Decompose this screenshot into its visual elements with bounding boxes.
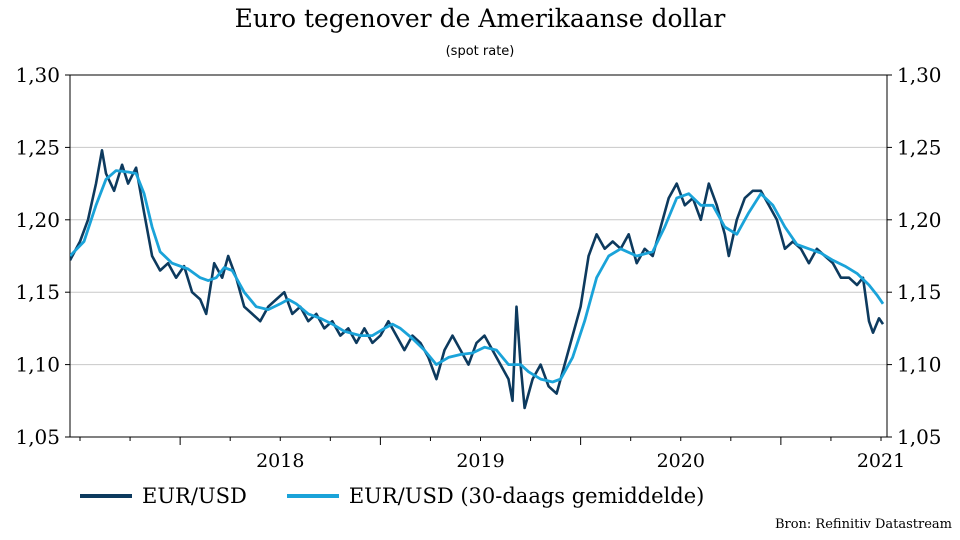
y-tick-label-left: 1,15 [15, 280, 60, 304]
legend-item-eurusd: EUR/USD [80, 484, 247, 508]
legend-item-eurusd-average: EUR/USD (30-daags gemiddelde) [286, 484, 705, 508]
y-tick-label-right: 1,25 [897, 135, 942, 159]
legend-label-eurusd-average: EUR/USD (30-daags gemiddelde) [348, 484, 705, 508]
y-tick-label-left: 1,30 [15, 63, 60, 87]
legend-swatch-eurusd [80, 494, 132, 498]
series-eurusd-line [70, 149, 885, 410]
y-tick-label-right: 1,20 [897, 208, 942, 232]
y-tick-label-left: 1,25 [15, 135, 60, 159]
y-tick-label-left: 1,10 [15, 353, 60, 377]
plot-frame [69, 74, 888, 438]
line-chart: 1,30 1,25 1,20 1,15 1,10 1,05 1,30 1,25 1,20 1,1… [15, 63, 942, 472]
y-tick-label-left: 1,20 [15, 208, 60, 232]
legend-swatch-eurusd-average [286, 494, 339, 498]
y-axis-right-ticks: 1,30 1,25 1,20 1,15 1,10 1,05 [887, 63, 942, 449]
y-tick-label-left: 1,05 [15, 425, 60, 449]
legend: EUR/USD EUR/USD (30-daags gemiddelde) [80, 484, 744, 508]
chart-subtitle: (spot rate) [445, 44, 515, 59]
y-tick-label-right: 1,05 [897, 425, 942, 449]
grid-lines [70, 146, 887, 366]
series-lines [70, 149, 885, 410]
y-tick-label-right: 1,10 [897, 353, 942, 377]
y-tick-label-right: 1,15 [897, 280, 942, 304]
x-tick-label: 2019 [456, 450, 504, 472]
axes [69, 74, 888, 438]
y-axis-left-ticks: 1,30 1,25 1,20 1,15 1,10 1,05 [15, 63, 70, 449]
y-tick-label-right: 1,30 [897, 63, 942, 87]
series-eurusd-average-line [70, 169, 885, 384]
source-note: Bron: Refinitiv Datastream [774, 517, 952, 532]
x-tick-label: 2018 [256, 450, 304, 472]
x-tick-label: 2020 [657, 450, 705, 472]
x-axis-ticks: 2018 2019 2020 2021 [79, 437, 905, 472]
chart-title: Euro tegenover de Amerikaanse dollar [234, 4, 726, 33]
x-tick-label: 2021 [857, 450, 905, 472]
legend-label-eurusd: EUR/USD [142, 484, 247, 508]
